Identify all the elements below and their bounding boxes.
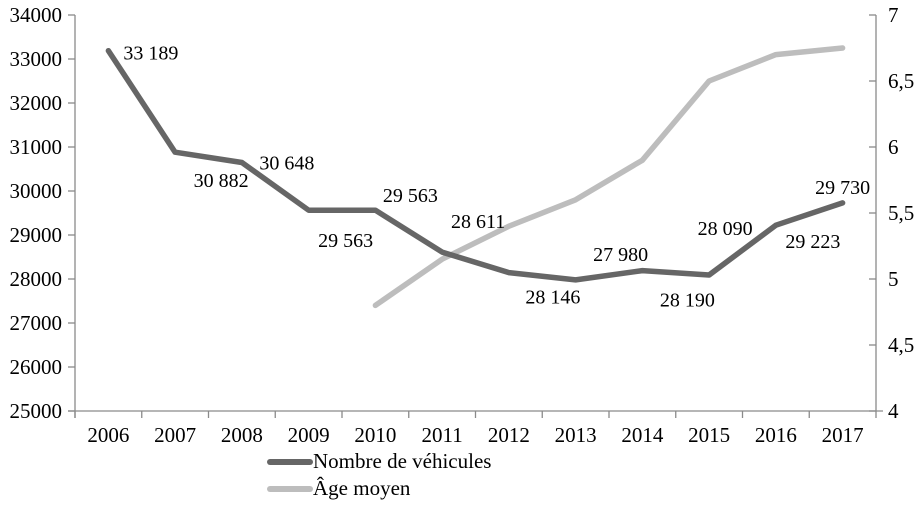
x-axis-year-label: 2017 bbox=[822, 423, 864, 447]
data-point-label: 29 563 bbox=[318, 230, 373, 252]
y-axis-left-tick-label: 32000 bbox=[10, 91, 63, 115]
x-axis-year-label: 2010 bbox=[354, 423, 396, 447]
y-axis-left-tick-label: 28000 bbox=[10, 267, 63, 291]
y-axis-left-tick-label: 31000 bbox=[10, 135, 63, 159]
data-point-label: 28 090 bbox=[698, 218, 753, 240]
y-axis-left-tick-label: 26000 bbox=[10, 355, 63, 379]
y-axis-left-tick-label: 27000 bbox=[10, 311, 63, 335]
x-axis-year-label: 2009 bbox=[288, 423, 330, 447]
vehicles-line bbox=[105, 47, 846, 283]
legend-item-average-age: Âge moyen bbox=[267, 475, 491, 502]
x-axis-year-label: 2008 bbox=[221, 423, 263, 447]
y-axis-left-tick-label: 34000 bbox=[10, 3, 63, 27]
legend: Nombre de véhicules Âge moyen bbox=[267, 448, 491, 502]
y-axis-right-tick-label: 4,5 bbox=[888, 333, 914, 357]
x-axis-year-label: 2006 bbox=[87, 423, 129, 447]
x-axis-year-label: 2011 bbox=[422, 423, 463, 447]
y-axis-right-tick-label: 4 bbox=[888, 399, 899, 423]
data-point-label: 28 190 bbox=[660, 290, 715, 312]
legend-item-vehicles: Nombre de véhicules bbox=[267, 448, 491, 475]
legend-label-vehicles: Nombre de véhicules bbox=[313, 449, 492, 473]
y-axis-left-tick-label: 33000 bbox=[10, 47, 63, 71]
data-point-label: 29 223 bbox=[785, 231, 840, 253]
y-axis-right-tick-label: 5 bbox=[888, 267, 899, 291]
data-point-label: 28 146 bbox=[525, 287, 580, 309]
x-axis-year-label: 2012 bbox=[488, 423, 530, 447]
x-axis-year-label: 2007 bbox=[154, 423, 196, 447]
y-axis-right-tick-label: 6,5 bbox=[888, 69, 914, 93]
y-axis-right-tick-label: 5,5 bbox=[888, 201, 914, 225]
data-point-label: 30 648 bbox=[259, 152, 314, 174]
data-point-label: 28 611 bbox=[451, 211, 505, 233]
y-axis-left-tick-label: 25000 bbox=[10, 399, 63, 423]
x-axis-year-label: 2015 bbox=[688, 423, 730, 447]
data-point-label: 29 730 bbox=[815, 177, 870, 199]
y-axis-right-tick-label: 7 bbox=[888, 3, 899, 27]
y-axis-left-tick-label: 29000 bbox=[10, 223, 63, 247]
data-point-label: 29 563 bbox=[383, 185, 438, 207]
vehicles-line-swatch bbox=[267, 458, 313, 465]
x-axis-year-label: 2013 bbox=[555, 423, 597, 447]
data-point-label: 30 882 bbox=[194, 170, 249, 192]
x-axis-year-label: 2016 bbox=[755, 423, 797, 447]
data-point-label: 33 189 bbox=[123, 43, 178, 65]
age-line-swatch bbox=[267, 485, 313, 492]
average-age-line bbox=[372, 45, 846, 309]
legend-label-average-age: Âge moyen bbox=[313, 476, 411, 500]
x-axis-year-label: 2014 bbox=[621, 423, 664, 447]
data-point-label: 27 980 bbox=[593, 244, 648, 266]
y-axis-left-tick-label: 30000 bbox=[10, 179, 63, 203]
y-axis-right-tick-label: 6 bbox=[888, 135, 899, 159]
